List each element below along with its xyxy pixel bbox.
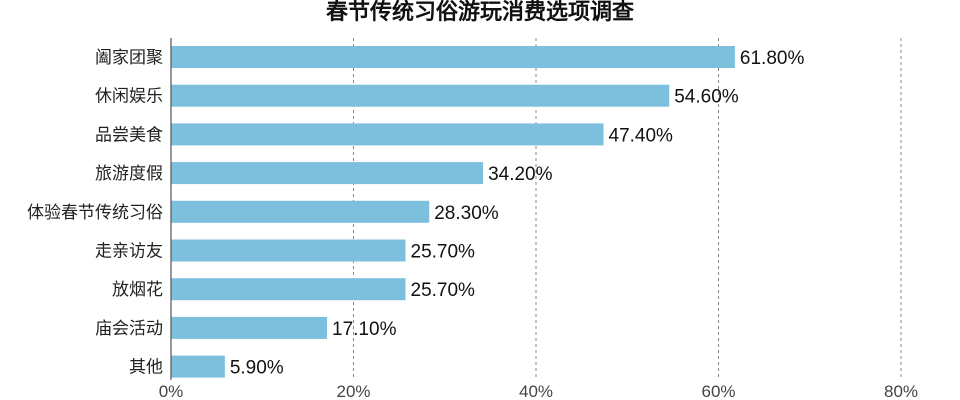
value-label: 54.60% <box>674 87 739 108</box>
category-label: 体验春节传统习俗 <box>27 203 163 223</box>
bar <box>171 355 225 378</box>
x-tick-label: 20% <box>336 382 370 400</box>
bar <box>171 162 484 185</box>
x-tick-label: 40% <box>519 382 553 400</box>
value-label: 61.80% <box>740 48 805 69</box>
value-label: 5.90% <box>230 358 284 379</box>
category-label: 庙会活动 <box>95 319 163 339</box>
category-label: 走亲访友 <box>95 242 163 262</box>
category-label: 旅游度假 <box>95 164 163 184</box>
bar <box>171 239 406 262</box>
bar <box>171 278 406 301</box>
value-label: 25.70% <box>411 242 476 263</box>
value-label: 47.40% <box>609 125 674 146</box>
category-label: 放烟花 <box>112 280 163 300</box>
x-tick-label: 0% <box>159 382 184 400</box>
x-tick-label: 80% <box>884 382 918 400</box>
category-label: 阖家团聚 <box>95 48 163 68</box>
bar <box>171 84 670 107</box>
value-label: 34.20% <box>488 164 553 185</box>
value-label: 25.70% <box>411 280 476 301</box>
category-label: 其他 <box>129 358 163 378</box>
value-label: 17.10% <box>332 319 397 340</box>
chart-title: 春节传统习俗游玩消费选项调查 <box>326 0 634 25</box>
bar <box>171 123 604 146</box>
x-tick-label: 60% <box>701 382 735 400</box>
category-label: 休闲娱乐 <box>95 87 163 107</box>
value-label: 28.30% <box>434 203 499 224</box>
bar <box>171 200 430 223</box>
bar <box>171 46 735 68</box>
category-label: 品尝美食 <box>95 125 163 145</box>
bar <box>171 316 328 339</box>
